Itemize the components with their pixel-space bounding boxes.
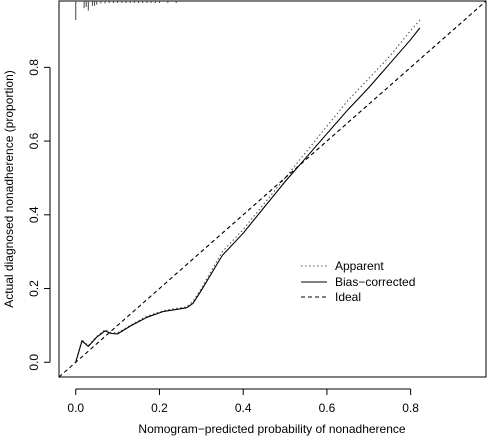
x-tick-label: 0.2: [151, 401, 168, 415]
series-line-2: [75, 27, 421, 363]
x-axis: 0.0 0.2 0.4 0.6 0.8: [67, 388, 419, 415]
legend-label: Bias−corrected: [335, 275, 415, 289]
y-axis: 0.0 0.2 0.4 0.6 0.8: [27, 59, 51, 371]
x-tick-label: 0.0: [67, 401, 84, 415]
y-tick-label: 0.2: [27, 280, 41, 297]
series-line-1: [75, 18, 422, 363]
legend-label: Apparent: [335, 259, 384, 273]
y-axis-title: Actual diagnosed nonadherence (proportio…: [2, 70, 16, 308]
y-tick-label: 0.8: [27, 59, 41, 76]
x-tick-label: 0.4: [235, 401, 252, 415]
x-tick-label: 0.6: [319, 401, 336, 415]
plot-box: [58, 0, 487, 378]
y-tick-label: 0.0: [27, 354, 41, 371]
series-line-3: [58, 0, 487, 378]
series-layer: [58, 0, 487, 378]
x-axis-title: Nomogram−predicted probability of nonadh…: [138, 422, 405, 436]
rug-plot: [75, 1, 177, 20]
legend-label: Ideal: [335, 290, 361, 304]
y-tick-label: 0.6: [27, 132, 41, 149]
y-tick-label: 0.4: [27, 206, 41, 223]
x-tick-label: 0.8: [402, 401, 419, 415]
